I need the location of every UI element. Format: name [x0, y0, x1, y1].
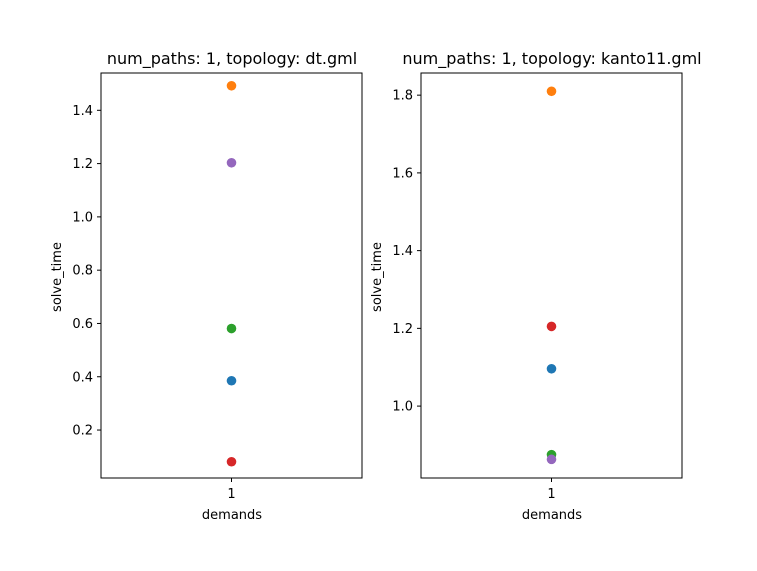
y-ticks: 1.0 1.2 1.4 1.6 1.8 [392, 89, 421, 415]
y-tick-label: 0.2 [72, 424, 93, 439]
y-ticks: 0.2 0.4 0.6 0.8 1.0 1.2 1.4 [72, 104, 101, 439]
data-point [546, 321, 557, 332]
y-tick-label: 1.2 [392, 322, 413, 337]
chart-title: num_paths: 1, topology: dt.gml [107, 49, 357, 69]
data-point [226, 157, 237, 168]
subplot-dt: num_paths: 1, topology: dt.gml solve_tim… [50, 49, 363, 523]
y-axis-label: solve_time [370, 242, 385, 312]
data-point [226, 456, 237, 467]
data-point [546, 86, 557, 97]
data-point [226, 375, 237, 386]
y-tick-label: 1.4 [392, 244, 413, 259]
data-point [226, 323, 237, 334]
y-tick-label: 1.6 [392, 166, 413, 181]
x-axis-label: demands [202, 508, 262, 523]
x-tick-label: 1 [547, 487, 555, 502]
data-point [226, 80, 237, 91]
x-axis-label: demands [522, 508, 582, 523]
x-tick-label: 1 [227, 487, 235, 502]
y-tick-label: 0.4 [72, 370, 93, 385]
y-tick-label: 0.8 [72, 264, 93, 279]
chart-title: num_paths: 1, topology: kanto11.gml [402, 49, 701, 69]
data-points [226, 80, 237, 467]
y-tick-label: 1.8 [392, 89, 413, 104]
y-tick-label: 1.0 [72, 210, 93, 225]
plot-frame [420, 72, 683, 479]
y-axis-label: solve_time [50, 242, 65, 312]
data-point [546, 363, 557, 374]
plot-frame [100, 72, 363, 479]
y-tick-label: 1.0 [392, 400, 413, 415]
data-points [546, 86, 557, 465]
subplot-kanto11: num_paths: 1, topology: kanto11.gml solv… [370, 49, 702, 523]
x-ticks: 1 [227, 478, 236, 502]
y-tick-label: 1.2 [72, 157, 93, 172]
x-ticks: 1 [547, 478, 556, 502]
y-tick-label: 1.4 [72, 104, 93, 119]
y-tick-label: 0.6 [72, 317, 93, 332]
data-point [546, 454, 557, 465]
